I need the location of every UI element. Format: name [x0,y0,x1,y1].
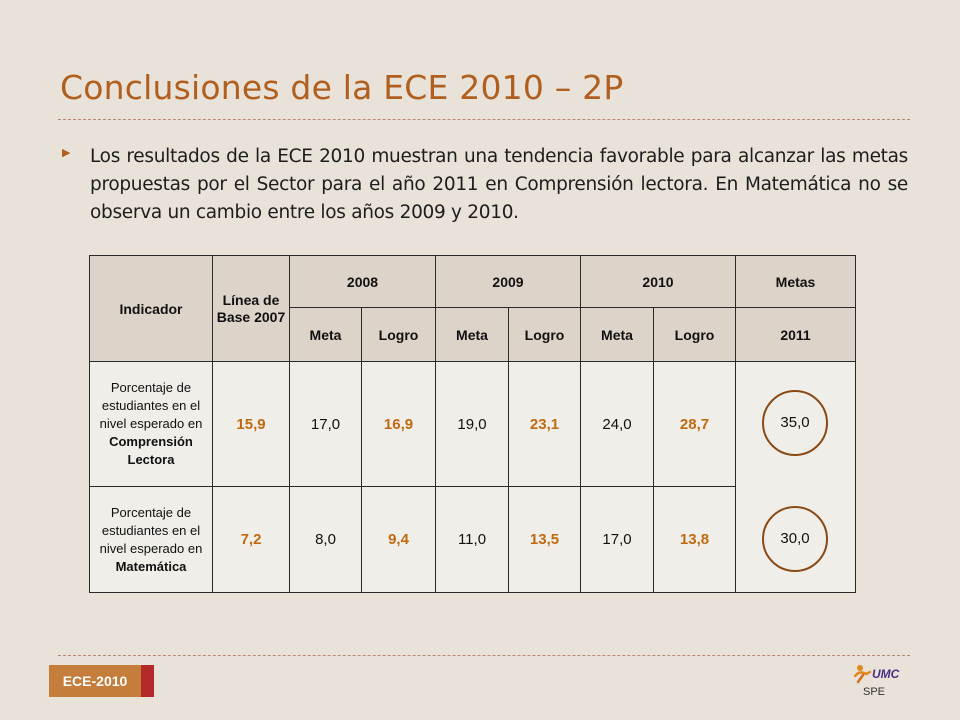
header-linea-base: Línea de Base 2007 [212,255,290,362]
indicator-cell: Porcentaje de estudiantes en el nivel es… [89,361,213,487]
meta-2010-value: 24,0 [580,361,654,487]
triangle-bullet-icon: ▶ [62,146,71,159]
indicator-subject: Comprensión Lectora [109,434,193,467]
header-2011: 2011 [735,307,856,362]
logo-subtext: SPE [863,686,886,698]
indicator-description: Porcentaje de estudiantes en el nivel es… [99,504,203,556]
goal-circle-comprension: 35,0 [762,390,828,456]
bullet-text: Los resultados de la ECE 2010 muestran u… [90,146,908,223]
metas-2011-cell: 35,0 30,0 [735,361,856,593]
footer-badge: ECE-2010 [49,665,154,697]
footer-badge-accent [141,665,154,697]
logro-2009-value: 23,1 [508,361,581,487]
header-meta-2010: Meta [580,307,654,362]
person-figure-icon [854,665,872,684]
logro-2010-value: 13,8 [653,486,736,593]
header-2010: 2010 [580,255,736,308]
meta-2009-value: 19,0 [435,361,509,487]
indicator-subject: Matemática [115,558,187,574]
header-meta-2008: Meta [289,307,362,362]
header-indicador: Indicador [89,255,213,362]
logro-2010-value: 28,7 [653,361,736,487]
header-logro-2009: Logro [508,307,581,362]
header-logro-2008: Logro [361,307,436,362]
title-divider [58,119,910,120]
base-value: 15,9 [212,361,290,487]
meta-2009-value: 11,0 [435,486,509,593]
logro-2009-value: 13,5 [508,486,581,593]
base-value: 7,2 [212,486,290,593]
header-logro-2010: Logro [653,307,736,362]
header-meta-2009: Meta [435,307,509,362]
footer-badge-label: ECE-2010 [49,665,141,697]
results-table: Indicador Línea de Base 2007 2008 2009 2… [89,255,856,593]
bullet-point: ▶ Los resultados de la ECE 2010 muestran… [62,143,908,227]
logo-text: UMC [872,667,900,681]
header-2008: 2008 [289,255,436,308]
footer-divider [58,655,910,656]
slide-title: Conclusiones de la ECE 2010 – 2P [60,68,624,107]
logro-2008-value: 16,9 [361,361,436,487]
umc-logo: UMC SPE [852,664,910,704]
table-row: Porcentaje de estudiantes en el nivel es… [89,361,856,593]
meta-2008-value: 17,0 [289,361,362,487]
table-row: Porcentaje de estudiantes en el nivel es… [89,486,856,593]
indicator-cell: Porcentaje de estudiantes en el nivel es… [89,486,213,593]
meta-2008-value: 8,0 [289,486,362,593]
header-metas: Metas [735,255,856,308]
goal-circle-matematica: 30,0 [762,506,828,572]
meta-2010-value: 17,0 [580,486,654,593]
indicator-description: Porcentaje de estudiantes en el nivel es… [99,380,203,431]
logro-2008-value: 9,4 [361,486,436,593]
header-2009: 2009 [435,255,581,308]
